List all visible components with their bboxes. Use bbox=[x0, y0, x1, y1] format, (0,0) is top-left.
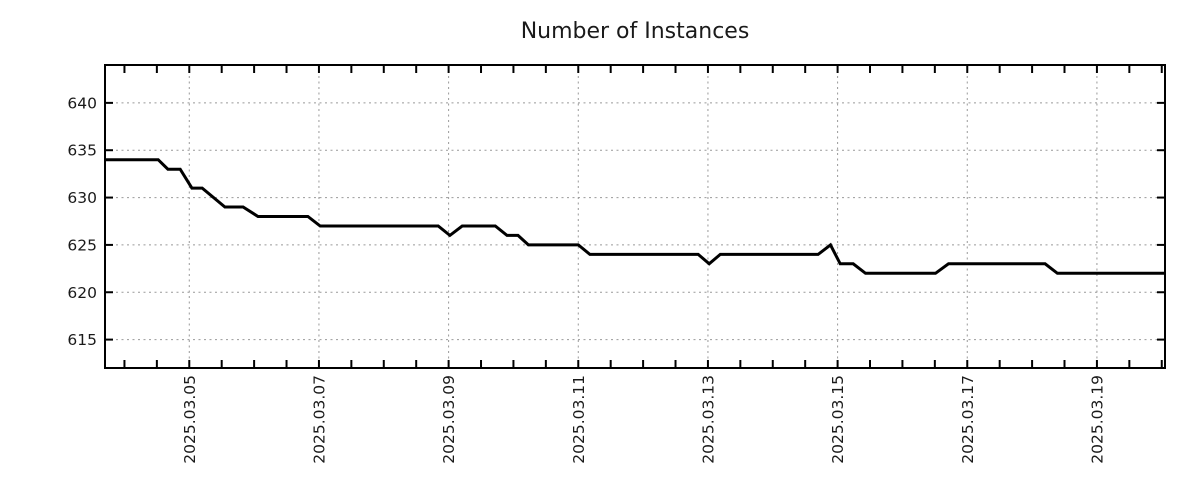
plot-border bbox=[104, 64, 1166, 369]
data-line bbox=[105, 158, 1165, 275]
x-tick-label: 2025.03.13 bbox=[699, 375, 717, 464]
y-tick-label: 635 bbox=[67, 142, 97, 160]
x-tick-label: 2025.03.09 bbox=[440, 375, 458, 464]
x-tick-label: 2025.03.19 bbox=[1088, 375, 1106, 464]
y-tick-label: 630 bbox=[67, 189, 97, 207]
x-tick-label: 2025.03.11 bbox=[570, 375, 588, 464]
x-tick-label: 2025.03.05 bbox=[181, 375, 199, 464]
chart-title: Number of Instances bbox=[521, 19, 750, 44]
x-tick-label: 2025.03.07 bbox=[310, 375, 328, 464]
y-tick-label: 640 bbox=[67, 94, 97, 112]
y-tick-label: 615 bbox=[67, 331, 97, 349]
x-tick-label: 2025.03.15 bbox=[829, 375, 847, 464]
axis-layer bbox=[104, 64, 1166, 369]
y-tick-label: 625 bbox=[67, 236, 97, 254]
series-layer bbox=[105, 158, 1165, 275]
grid-layer bbox=[105, 65, 1165, 368]
x-tick-label: 2025.03.17 bbox=[959, 375, 977, 464]
label-layer: 615 620 625 630 635 640 2025.03.05 2025.03.07 20… bbox=[67, 94, 1106, 463]
y-tick-label: 620 bbox=[67, 284, 97, 302]
